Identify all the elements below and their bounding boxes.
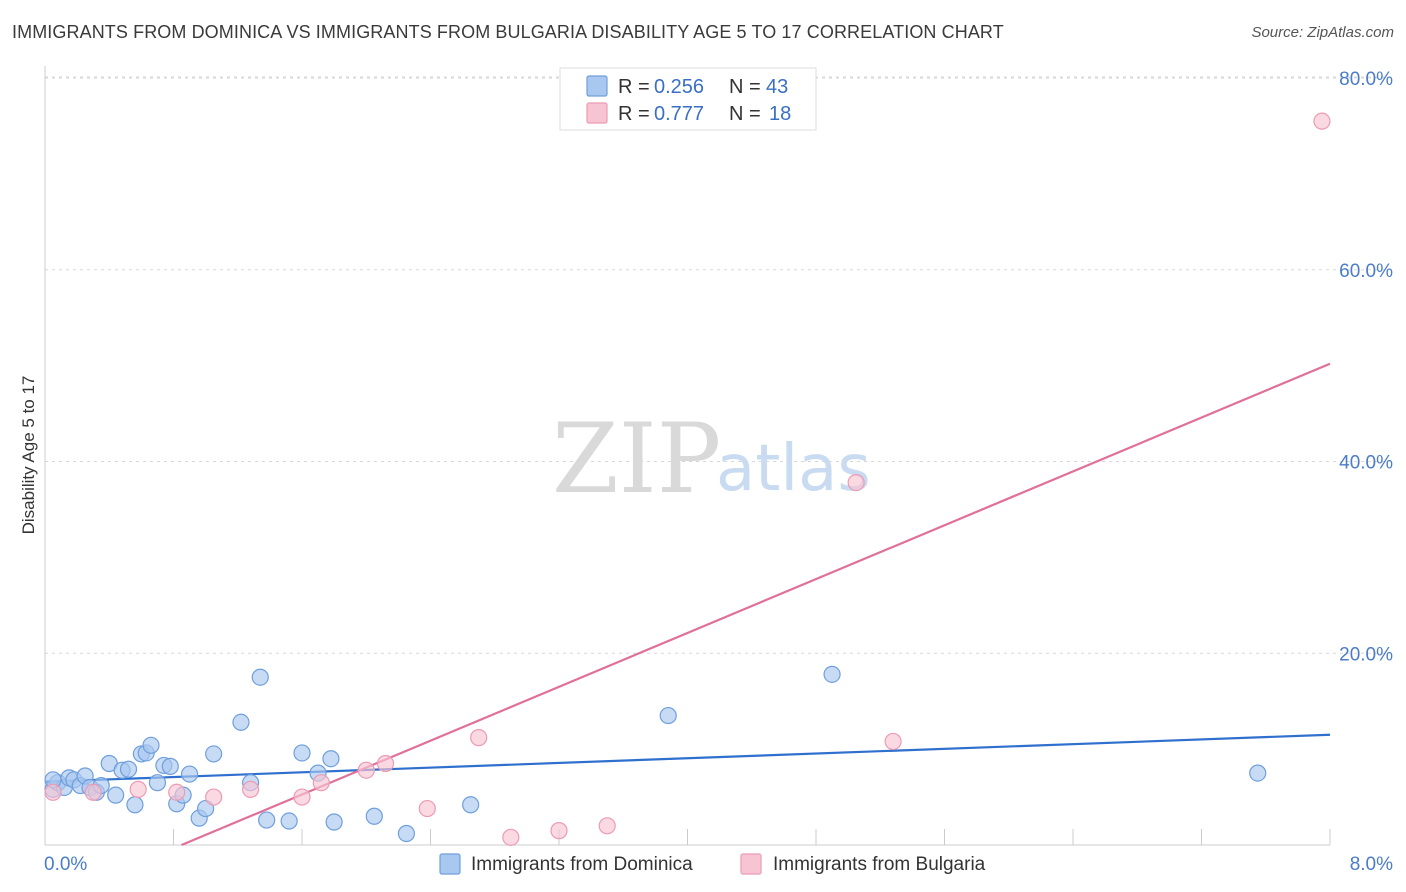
series-legend: Immigrants from Dominica Immigrants from… <box>439 853 986 875</box>
point-dominica-36 <box>365 807 383 825</box>
point-bulgaria-0 <box>44 783 62 801</box>
point-dominica-26 <box>205 745 223 763</box>
legend: R = 0.256 N = 43 R = 0.777 N = 18 <box>559 67 817 131</box>
watermark-zip: ZIP <box>552 403 721 515</box>
point-bulgaria-11 <box>470 729 488 747</box>
y-tick-label-3: 80.0% <box>1339 69 1393 90</box>
point-dominica-37 <box>397 824 416 843</box>
series-legend-swatch-bulgaria <box>740 853 762 875</box>
point-dominica-40 <box>823 665 841 683</box>
legend-r-label-bulgaria: R = <box>618 103 650 125</box>
point-bulgaria-8 <box>357 761 375 779</box>
series-legend-swatch-dominica <box>439 853 461 875</box>
point-bulgaria-7 <box>312 774 330 792</box>
x-tick-label-1: 8.0% <box>1350 854 1393 875</box>
point-dominica-31 <box>280 812 298 830</box>
point-dominica-13 <box>119 760 138 778</box>
legend-r-value-dominica: 0.256 <box>654 76 704 98</box>
point-bulgaria-9 <box>376 754 395 773</box>
point-bulgaria-2 <box>129 780 147 798</box>
point-dominica-38 <box>462 796 480 814</box>
point-bulgaria-1 <box>84 783 102 801</box>
trend-line-bulgaria <box>181 362 1331 847</box>
y-tick-label-0: 20.0% <box>1339 644 1393 665</box>
point-dominica-11 <box>107 786 125 804</box>
series-legend-label-dominica: Immigrants from Dominica <box>471 854 693 875</box>
point-bulgaria-14 <box>598 817 616 835</box>
trend-lines <box>44 362 1331 847</box>
x-tick-labels: 0.0% 8.0% <box>44 854 1393 875</box>
point-dominica-17 <box>142 736 160 754</box>
point-dominica-30 <box>258 811 276 829</box>
grid <box>45 76 1390 654</box>
legend-swatch-bulgaria <box>586 102 608 124</box>
legend-r-label-dominica: R = <box>618 76 650 98</box>
point-bulgaria-3 <box>168 783 186 801</box>
legend-swatch-dominica <box>586 75 608 97</box>
point-dominica-35 <box>325 813 343 831</box>
legend-n-label-bulgaria: N = <box>729 103 761 125</box>
point-dominica-18 <box>148 774 167 792</box>
trend-line-dominica <box>44 733 1331 783</box>
series-legend-label-bulgaria: Immigrants from Bulgaria <box>773 854 986 875</box>
watermark-atlas: atlas <box>716 432 871 506</box>
point-dominica-23 <box>180 765 199 783</box>
y-tick-label-1: 40.0% <box>1339 453 1393 474</box>
x-tick-label-0: 0.0% <box>44 854 87 875</box>
point-dominica-27 <box>232 713 250 731</box>
point-dominica-14 <box>126 796 144 814</box>
chart-title: IMMIGRANTS FROM DOMINICA VS IMMIGRANTS F… <box>12 22 1004 42</box>
point-dominica-39 <box>659 706 677 725</box>
source-credit: Source: ZipAtlas.com <box>1251 24 1394 41</box>
point-bulgaria-17 <box>1313 112 1331 130</box>
point-bulgaria-4 <box>205 788 223 806</box>
y-tick-labels: 20.0% 40.0% 60.0% 80.0% <box>1339 69 1393 665</box>
legend-r-value-bulgaria: 0.777 <box>654 103 704 125</box>
point-dominica-41 <box>1249 764 1267 782</box>
point-dominica-32 <box>293 744 311 762</box>
point-bulgaria-13 <box>550 822 568 840</box>
point-bulgaria-10 <box>418 799 436 818</box>
point-bulgaria-16 <box>884 732 902 751</box>
point-bulgaria-6 <box>293 788 311 806</box>
legend-n-value-bulgaria: 18 <box>769 103 791 125</box>
point-dominica-34 <box>322 750 340 768</box>
legend-n-label-dominica: N = <box>729 76 761 98</box>
watermark: ZIP atlas <box>552 403 871 515</box>
y-axis-label: Disability Age 5 to 17 <box>19 376 38 535</box>
y-tick-label-2: 60.0% <box>1339 261 1393 282</box>
point-bulgaria-12 <box>502 828 520 846</box>
data-points <box>44 112 1331 846</box>
axes <box>44 66 1331 846</box>
point-dominica-20 <box>161 757 179 775</box>
point-dominica-29 <box>251 668 269 686</box>
point-bulgaria-5 <box>242 780 260 798</box>
point-bulgaria-15 <box>847 473 865 492</box>
legend-n-value-dominica: 43 <box>766 76 788 98</box>
